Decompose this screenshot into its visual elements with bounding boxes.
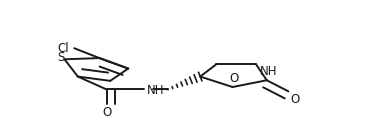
Text: O: O (290, 93, 300, 106)
Text: O: O (102, 106, 111, 119)
Text: NH: NH (147, 84, 165, 97)
Text: Cl: Cl (57, 42, 69, 55)
Text: NH: NH (259, 66, 277, 78)
Text: S: S (57, 51, 65, 64)
Text: O: O (230, 72, 239, 85)
